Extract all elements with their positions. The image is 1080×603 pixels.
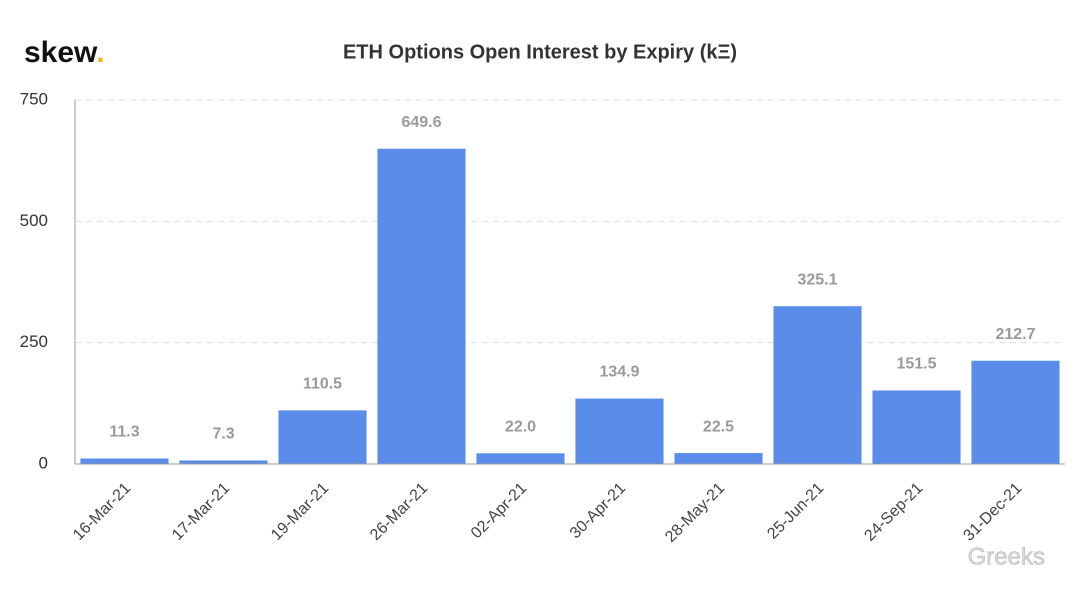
- bar: [476, 453, 565, 464]
- value-label: 212.7: [995, 326, 1035, 343]
- value-label: 134.9: [599, 364, 639, 381]
- bar: [575, 398, 664, 464]
- bar: [179, 460, 268, 464]
- value-label: 22.5: [703, 418, 734, 435]
- logo: skew.: [24, 36, 105, 69]
- x-tick-label: 28-May-21: [662, 480, 728, 546]
- logo-text: skew: [24, 36, 98, 69]
- bar: [377, 148, 466, 464]
- value-label: 325.1: [797, 271, 837, 288]
- bar: [773, 306, 862, 464]
- x-tick-label: 25-Jun-21: [764, 480, 827, 543]
- value-label: 22.0: [505, 419, 536, 436]
- y-tick-label: 0: [39, 453, 48, 472]
- value-label: 151.5: [896, 356, 936, 373]
- bar: [872, 390, 961, 464]
- x-tick-label: 30-Apr-21: [567, 480, 629, 542]
- bar: [278, 410, 367, 464]
- x-tick-label: 24-Sep-21: [861, 480, 926, 545]
- x-tick-label: 19-Mar-21: [268, 480, 332, 544]
- x-tick-label: 16-Mar-21: [70, 480, 134, 544]
- value-label: 11.3: [109, 424, 139, 441]
- bar: [971, 360, 1060, 464]
- bar: [674, 453, 763, 464]
- bar: [80, 458, 169, 464]
- watermark: Greeks: [968, 543, 1045, 570]
- y-tick-label: 750: [20, 89, 48, 108]
- chart-title: ETH Options Open Interest by Expiry (kΞ): [343, 41, 737, 63]
- x-tick-label: 17-Mar-21: [169, 480, 233, 544]
- x-tick-label: 31-Dec-21: [960, 480, 1025, 545]
- y-tick-label: 500: [20, 211, 48, 230]
- x-tick-label: 26-Mar-21: [367, 480, 431, 544]
- x-tick-label: 02-Apr-21: [468, 480, 530, 542]
- y-tick-label: 250: [20, 332, 48, 351]
- logo-dot: .: [96, 36, 104, 69]
- value-label: 110.5: [303, 376, 342, 393]
- value-label: 649.6: [401, 114, 441, 131]
- value-label: 7.3: [212, 426, 234, 443]
